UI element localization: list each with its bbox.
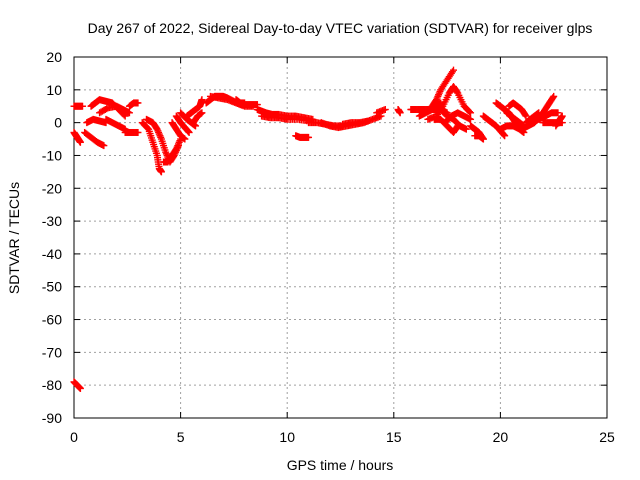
y-axis-label: SDTVAR / TECUs [6, 182, 22, 294]
y-tick-label: -10 [42, 147, 62, 163]
data-point [241, 99, 249, 107]
data-point [364, 117, 372, 125]
x-tick-labels: 0 5 10 15 20 25 [70, 429, 615, 445]
data-point [198, 96, 206, 104]
data-point [550, 92, 558, 100]
plot-frame [73, 56, 608, 419]
y-tick-label: -60 [42, 312, 62, 328]
y-tick-label: -70 [42, 344, 62, 360]
data-point [181, 135, 189, 143]
axis-ticks [73, 56, 608, 419]
data-point [134, 128, 142, 136]
data-point [157, 168, 165, 176]
data-point [396, 109, 404, 117]
x-tick-label: 15 [386, 429, 402, 445]
data-point [249, 102, 257, 110]
y-tick-label: -80 [42, 377, 62, 393]
data-point [465, 108, 473, 116]
y-tick-label: -50 [42, 279, 62, 295]
data-point [500, 131, 508, 139]
data-point [467, 109, 475, 117]
data-point [549, 93, 557, 101]
y-tick-labels: 20 10 0 -10 -20 -30 -40 -50 -60 -70 -80 -90 [42, 49, 62, 426]
y-tick-label: -40 [42, 246, 62, 262]
x-axis-label: GPS time / hours [287, 457, 394, 473]
data-point [134, 99, 142, 107]
data-point [185, 128, 193, 136]
x-tick-label: 0 [70, 429, 78, 445]
data-point [462, 125, 470, 133]
y-tick-label: -90 [42, 410, 62, 426]
y-tick-label: -30 [42, 213, 62, 229]
y-tick-label: -20 [42, 180, 62, 196]
data-point [76, 138, 84, 146]
data-point [479, 135, 487, 143]
data-point [198, 109, 206, 117]
data-point [449, 66, 457, 74]
x-tick-label: 10 [279, 429, 295, 445]
data-point [522, 112, 530, 120]
data-point [76, 384, 84, 392]
x-tick-label: 25 [599, 429, 615, 445]
x-tick-label: 5 [177, 429, 185, 445]
data-point [467, 115, 475, 123]
y-tick-label: 10 [46, 82, 62, 98]
data-point [100, 142, 108, 150]
data-point [305, 133, 313, 141]
data-point [381, 106, 389, 114]
chart-title: Day 267 of 2022, Sidereal Day-to-day VTE… [88, 20, 593, 36]
data-point [554, 109, 562, 117]
y-tick-label: 20 [46, 49, 62, 65]
data-point [558, 112, 566, 120]
data-point [125, 109, 133, 117]
y-tick-label: 0 [54, 115, 62, 131]
x-tick-label: 20 [493, 429, 509, 445]
data-point [79, 102, 87, 110]
data-point [184, 128, 192, 136]
data-point [501, 132, 509, 140]
data-points [70, 66, 566, 392]
grid-lines [74, 57, 607, 418]
data-point [521, 111, 529, 119]
